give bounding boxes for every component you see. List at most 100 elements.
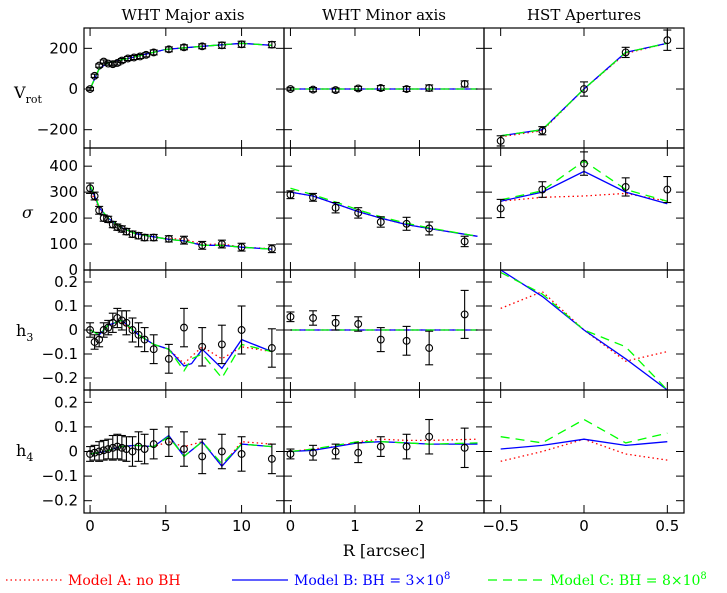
panel-h3-hst-model-c-line bbox=[500, 271, 668, 390]
panel-vrot-hst-model-c-line bbox=[500, 42, 668, 137]
panel-h3-minor bbox=[283, 269, 485, 391]
panel-h4-major-data-point bbox=[198, 452, 207, 461]
ytick-label-h4: 0.2 bbox=[54, 393, 78, 411]
panel-vrot-minor-plot-area bbox=[286, 79, 478, 94]
xtick-label-hst: 0.5 bbox=[655, 517, 679, 535]
ytick-label-h3: 0.1 bbox=[54, 297, 78, 315]
panel-sigma-major-data-point bbox=[90, 192, 99, 200]
panel-vrot-major: −200 0 200 bbox=[37, 27, 285, 149]
ytick-label-sigma: 400 bbox=[49, 157, 78, 175]
panel-h3-major-data-point bbox=[198, 342, 207, 351]
panel-h3-hst bbox=[483, 269, 685, 391]
panel-sigma-major-data-point bbox=[217, 240, 226, 248]
panel-sigma-major-data-point bbox=[104, 215, 113, 224]
xtick-label-minor: 0 bbox=[286, 517, 296, 535]
panel-h4-major-plot-area bbox=[86, 426, 276, 475]
panel-h4-major-data-point bbox=[95, 447, 104, 456]
panel-vrot-minor-data-point bbox=[402, 85, 411, 93]
panel-h3-minor-data-point bbox=[425, 344, 434, 352]
panel-h3-major-data-point bbox=[164, 354, 173, 363]
panel-grid: −20002000100200300400−0.2−0.100.10.2−0.2… bbox=[37, 27, 685, 535]
legend-label-model-c: Model C: BH = 8×108 bbox=[550, 571, 707, 589]
panel-vrot-minor-data-point bbox=[354, 84, 363, 93]
ylabel-h3-sub: 3 bbox=[26, 331, 33, 344]
legend-label-model-c-sup: 8 bbox=[700, 571, 706, 582]
panel-sigma-hst-plot-area bbox=[496, 151, 672, 219]
ytick-label-h4: 0 bbox=[68, 443, 78, 461]
xtick-label-major: 0 bbox=[85, 517, 95, 535]
panel-sigma-minor-data-point bbox=[425, 224, 434, 233]
panel-h4-major-data-point bbox=[164, 437, 173, 446]
legend: Model A: no BH Model B: BH = 3×108 Model… bbox=[6, 571, 707, 589]
panel-sigma-major-data-point bbox=[180, 236, 188, 245]
panel-h4-hst-model-a-line bbox=[500, 438, 668, 462]
panel-h3-major-data-point bbox=[90, 338, 99, 346]
panel-sigma-major-data-point bbox=[237, 243, 246, 252]
x-axis-label: R [arcsec] bbox=[343, 541, 425, 560]
panel-vrot-major-data-point bbox=[142, 50, 151, 59]
ylabel-h4: h4 bbox=[16, 441, 33, 464]
panel-sigma-minor-data-point bbox=[376, 218, 385, 226]
panel-sigma-minor-model-c-line bbox=[290, 187, 478, 237]
panel-vrot-hst bbox=[483, 27, 685, 149]
panel-vrot-major-data-point bbox=[95, 61, 104, 70]
panel-h4-major-data-point bbox=[237, 450, 246, 458]
panel-h4-minor: 0 1 2 bbox=[283, 389, 485, 535]
panel-h4-hst-model-c-line bbox=[500, 418, 668, 444]
panel-h3-major: −0.2 −0.1 0 0.1 0.2 bbox=[42, 269, 285, 391]
panel-h4-major-data-point bbox=[99, 446, 108, 455]
panel-vrot-major-data-point bbox=[108, 60, 117, 69]
panel-h3-major-data-point bbox=[108, 318, 117, 327]
panel-h4-minor-data-point bbox=[376, 442, 385, 451]
panel-h3-major-plot-area bbox=[86, 305, 276, 380]
panel-h3-major-data-point bbox=[113, 314, 122, 322]
ytick-label-h3: 0 bbox=[68, 321, 78, 339]
legend-label-model-b-text: Model B: BH = 3×10 bbox=[294, 573, 444, 589]
panel-sigma-minor-plot-area bbox=[286, 187, 478, 248]
panel-sigma-hst-data-point bbox=[621, 182, 630, 191]
panel-sigma-major-data-point bbox=[267, 244, 276, 253]
panel-h4-major-data-point bbox=[104, 445, 113, 453]
panel-sigma-major-plot-area bbox=[86, 182, 276, 254]
panel-h3-minor-data-point bbox=[286, 312, 295, 321]
panel-h3-major-data-point bbox=[180, 323, 188, 332]
panel-vrot-hst-data-point bbox=[663, 36, 672, 45]
panel-h4-hst-plot-area bbox=[500, 418, 668, 462]
ytick-label-h3: −0.2 bbox=[42, 369, 78, 387]
panel-h4-major-data-point bbox=[180, 445, 188, 453]
column-title-hst: HST Apertures bbox=[527, 6, 641, 24]
panel-h4-minor-model-c-line bbox=[290, 441, 478, 453]
panel-vrot-major-data-point bbox=[237, 40, 246, 49]
panel-h3-major-data-point bbox=[117, 316, 126, 325]
column-title-major: WHT Major axis bbox=[121, 6, 244, 24]
panel-sigma-major-data-point bbox=[164, 234, 173, 243]
panel-h3-minor-data-point bbox=[331, 318, 340, 327]
panel-h3-minor-data-point bbox=[460, 310, 469, 319]
xtick-label-minor: 2 bbox=[415, 517, 425, 535]
legend-label-model-b: Model B: BH = 3×108 bbox=[294, 571, 450, 589]
panel-sigma-minor-data-point bbox=[402, 219, 411, 228]
panel-vrot-major-data-point bbox=[217, 41, 226, 50]
panel-h3-major-data-point bbox=[217, 340, 226, 349]
panel-h3-major-data-point bbox=[134, 330, 143, 339]
panel-h4-minor-data-point bbox=[460, 443, 469, 452]
ytick-label-h4: −0.1 bbox=[42, 467, 78, 485]
panel-h3-major-data-point bbox=[140, 335, 149, 344]
panel-vrot-major-data-point bbox=[180, 43, 188, 52]
panel-sigma-major: 0 100 200 300 400 bbox=[49, 147, 285, 279]
panel-sigma-major-data-point bbox=[140, 233, 149, 242]
panel-vrot-hst-data-point bbox=[621, 48, 630, 57]
panel-vrot-minor bbox=[283, 27, 485, 149]
panel-sigma-minor-data-point bbox=[331, 203, 340, 212]
ytick-label-vrot: −200 bbox=[37, 121, 78, 139]
panel-vrot-minor-data-point bbox=[460, 79, 469, 88]
ytick-label-h3: −0.1 bbox=[42, 345, 78, 363]
panel-h4-major-data-point bbox=[217, 447, 226, 456]
panel-h4-hst: −0.5 0 0.5 bbox=[482, 389, 685, 535]
panel-h4-minor-data-point bbox=[425, 432, 434, 441]
panel-h4-minor-data-point bbox=[309, 448, 317, 457]
ytick-label-h4: 0.1 bbox=[54, 418, 78, 436]
column-title-minor: WHT Minor axis bbox=[322, 6, 446, 24]
panel-vrot-minor-data-point bbox=[331, 86, 340, 94]
ylabel-h3-main: h bbox=[16, 321, 26, 340]
